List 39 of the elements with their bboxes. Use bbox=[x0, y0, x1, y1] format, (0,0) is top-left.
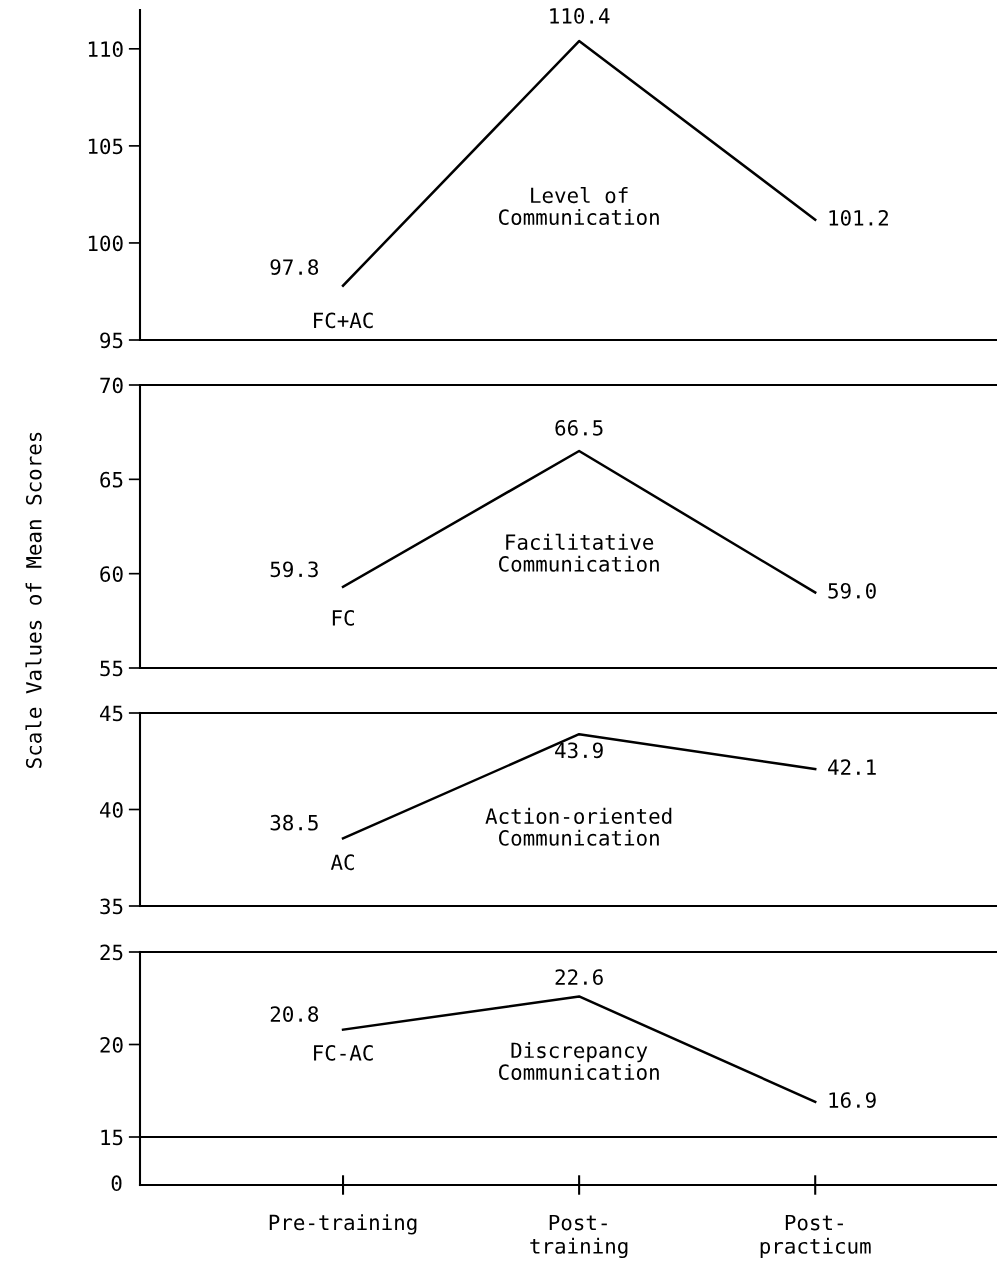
y-tick-label: 70 bbox=[100, 377, 123, 394]
series-label: AC bbox=[330, 854, 354, 871]
series-label: FC-AC bbox=[314, 1044, 373, 1061]
category-label: Post- training bbox=[530, 1214, 628, 1259]
annotation: Action-oriented Communication bbox=[485, 807, 672, 846]
text: 0 bbox=[111, 1175, 122, 1192]
data-label: 22.6 bbox=[555, 969, 603, 985]
category-label: Post- practicum bbox=[760, 1214, 871, 1258]
data-label: 20.8 bbox=[270, 1006, 319, 1022]
data-label: 101.2 bbox=[829, 209, 888, 226]
y-tick-label: 60 bbox=[100, 566, 123, 582]
data-label: 43.9 bbox=[555, 742, 603, 759]
data-label: 97.8 bbox=[270, 259, 319, 276]
series-label: FC bbox=[332, 609, 354, 626]
y-tick-label: 55 bbox=[100, 660, 123, 677]
annotation: Level of Communication bbox=[499, 186, 659, 226]
y-tick-label: 25 bbox=[100, 944, 123, 961]
data-label: 16.9 bbox=[829, 1092, 876, 1108]
data-label: 59.0 bbox=[828, 582, 876, 599]
series-label: FC+AC bbox=[314, 312, 373, 329]
category-label: Pre-training bbox=[269, 1214, 417, 1235]
data-label: 110.4 bbox=[550, 8, 610, 24]
y-tick-label: 95 bbox=[100, 332, 123, 349]
y-tick-label: 15 bbox=[101, 1129, 123, 1146]
y-tick-label: 45 bbox=[99, 705, 123, 722]
y-tick-label: 105 bbox=[88, 138, 123, 155]
y-tick-label: 40 bbox=[99, 802, 123, 818]
y-axis-title: Scale Values of Mean Scores bbox=[25, 432, 42, 768]
y-tick-label: 35 bbox=[100, 898, 123, 915]
data-label: 38.5 bbox=[270, 814, 318, 831]
data-label: 42.1 bbox=[828, 759, 876, 775]
y-tick-label: 100 bbox=[88, 235, 123, 252]
annotation: Facilitative Communication bbox=[499, 533, 659, 572]
y-tick-label: 65 bbox=[100, 471, 123, 488]
y-tick-label: 20 bbox=[100, 1037, 123, 1053]
data-label: 59.3 bbox=[270, 561, 318, 578]
annotation: Discrepancy Communication bbox=[499, 1042, 659, 1081]
data-label: 66.5 bbox=[555, 419, 603, 436]
y-tick-label: 110 bbox=[88, 41, 123, 58]
